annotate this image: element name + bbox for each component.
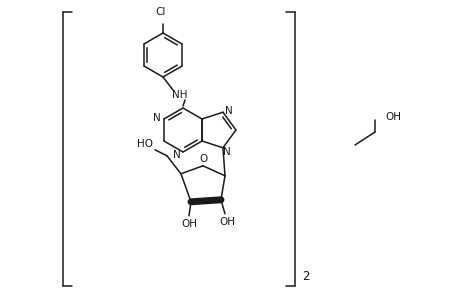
Text: NH: NH: [172, 90, 187, 100]
Text: HO: HO: [137, 139, 153, 149]
Text: OH: OH: [218, 217, 235, 227]
Text: N: N: [173, 150, 180, 160]
Text: N: N: [224, 106, 232, 116]
Text: N: N: [153, 113, 161, 123]
Text: OH: OH: [180, 219, 196, 229]
Text: Cl: Cl: [156, 7, 166, 17]
Text: N: N: [223, 147, 230, 157]
Text: 2: 2: [302, 270, 309, 283]
Text: O: O: [199, 154, 207, 164]
Text: OH: OH: [384, 112, 400, 122]
